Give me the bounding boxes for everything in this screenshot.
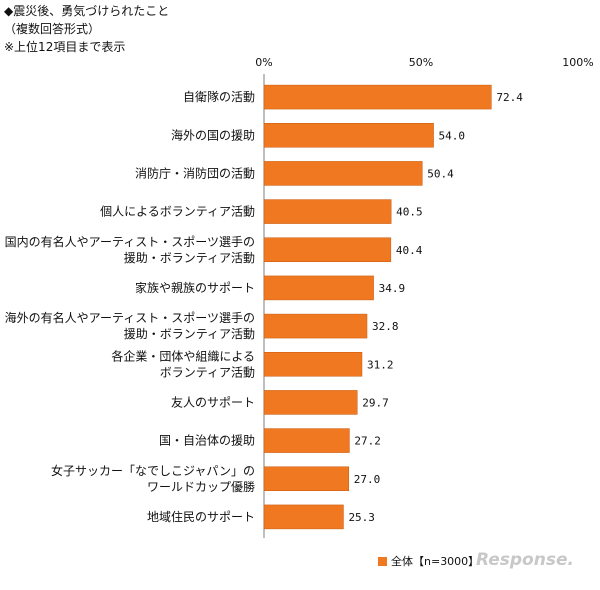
- chart-title: ◆震災後、勇気づけられたこと: [4, 4, 170, 18]
- category-label: 地域住民のサポート: [147, 510, 255, 524]
- data-label: 32.8: [372, 320, 399, 333]
- data-label: 72.4: [496, 91, 523, 104]
- category-label: ボランティア活動: [160, 365, 255, 379]
- category-label: 自衛隊の活動: [183, 89, 255, 104]
- category-label: 各企業・団体や組織による: [111, 348, 255, 363]
- category-label: 海外の有名人やアーティスト・スポーツ選手の: [5, 310, 255, 325]
- category-label: 家族や親族のサポート: [135, 280, 255, 295]
- category-label: 個人によるボランティア活動: [100, 205, 255, 219]
- data-label: 29.7: [362, 396, 389, 409]
- category-label: ワールドカップ優勝: [147, 479, 255, 494]
- data-label: 27.0: [354, 473, 381, 486]
- data-label: 40.5: [396, 206, 423, 219]
- data-label: 31.2: [367, 358, 394, 371]
- bar: [263, 161, 423, 186]
- data-label: 25.3: [348, 511, 375, 524]
- legend-label: 全体【n=3000】: [391, 555, 480, 568]
- category-label: 友人のサポート: [171, 395, 255, 409]
- bar: [263, 237, 392, 262]
- bar: [263, 123, 434, 148]
- bar: [263, 275, 374, 301]
- data-label: 40.4: [396, 244, 423, 257]
- bar: [263, 504, 344, 530]
- category-label: 海外の国の援助: [171, 127, 255, 142]
- chart-note: ※上位12項目まで表示: [4, 40, 126, 54]
- data-label: 54.0: [439, 129, 466, 142]
- x-tick-label: 50%: [409, 56, 433, 69]
- category-label: 援助・ボランティア活動: [124, 327, 255, 341]
- bar: [263, 428, 350, 453]
- chart-subtitle: （複数回答形式）: [4, 22, 101, 36]
- category-label: 国・自治体の援助: [159, 434, 255, 448]
- data-label: 34.9: [379, 282, 406, 295]
- category-label: 消防庁・消防団の活動: [135, 165, 255, 180]
- response-logo-watermark: Response.: [476, 550, 574, 570]
- bar: [263, 84, 492, 110]
- bar: [263, 352, 363, 377]
- category-label: 国内の有名人やアーティスト・スポーツ選手の: [5, 234, 255, 249]
- legend: 全体【n=3000】: [378, 553, 479, 569]
- bar: [263, 466, 350, 491]
- data-label: 50.4: [427, 167, 454, 180]
- legend-swatch: [378, 556, 387, 566]
- x-tick-label: 100%: [562, 56, 593, 69]
- x-tick-label: 0%: [255, 56, 272, 69]
- data-label: 27.2: [354, 435, 381, 448]
- bar: [263, 390, 358, 415]
- category-label: 女子サッカー「なでしこジャパン」の: [51, 463, 255, 478]
- bar: [263, 199, 392, 224]
- bar: [263, 313, 368, 339]
- category-label: 援助・ボランティア活動: [124, 251, 255, 265]
